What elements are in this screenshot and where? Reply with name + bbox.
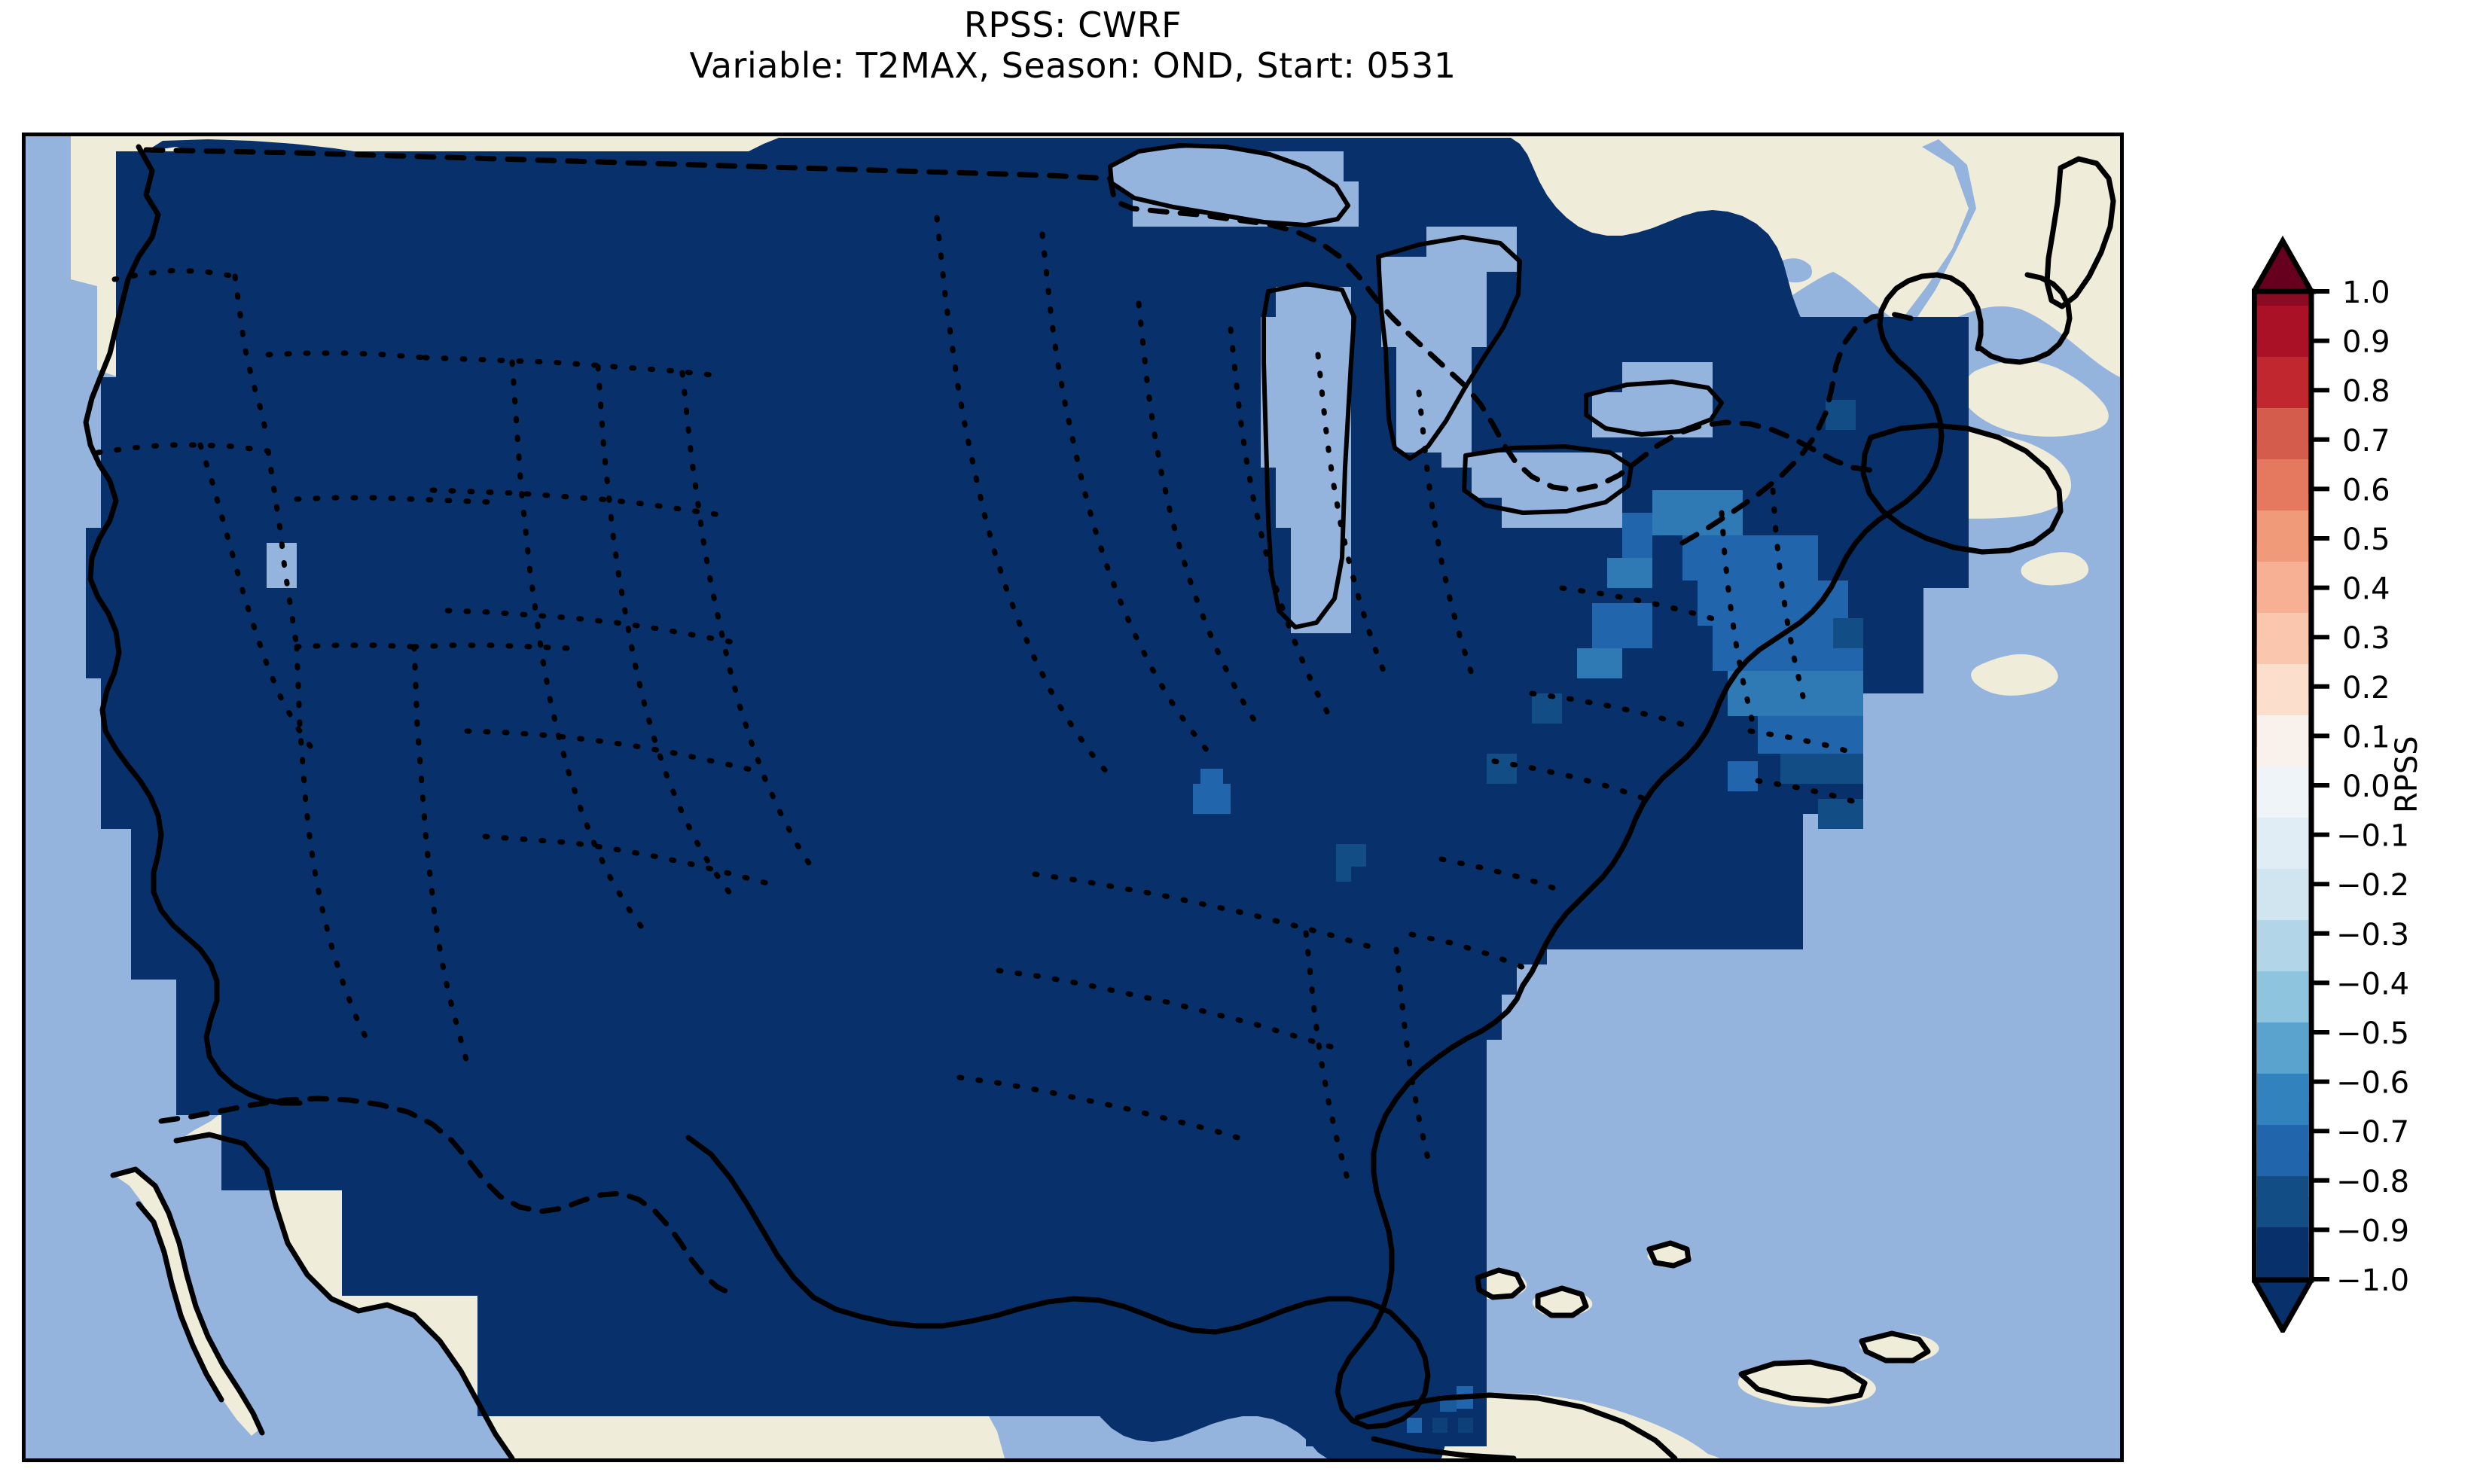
international-borders xyxy=(143,147,1914,1297)
cbar-tick-label: −0.1 xyxy=(2336,819,2409,854)
coastlines xyxy=(83,144,2116,1458)
figure-title: RPSS: CWRF Variable: T2MAX, Season: OND,… xyxy=(0,5,2146,86)
colorbar-band-06 xyxy=(2257,408,2308,459)
colorbar-band-08 xyxy=(2257,306,2308,357)
anomaly-cells-northeast xyxy=(1607,400,1863,829)
baja-inner-gulf xyxy=(139,1205,220,1401)
colorbar-band-09 xyxy=(2257,291,2308,306)
cbar-tick-label: 0.5 xyxy=(2342,523,2390,557)
colorbar-band-minus-05 xyxy=(2257,971,2308,1022)
colorbar-band-minus-09 xyxy=(2257,1176,2308,1227)
cbar-tick-label: −0.6 xyxy=(2336,1066,2409,1101)
colorbar-band-02 xyxy=(2257,613,2308,664)
colorbar-band-minus-04 xyxy=(2257,920,2308,971)
colorbar-band-minus-02 xyxy=(2257,818,2308,869)
cbar-tick-label: 0.1 xyxy=(2342,720,2390,754)
cbar-tick-label: −0.3 xyxy=(2336,918,2409,952)
colorbar-tick-labels: 1.0 0.9 0.8 0.7 0.6 0.5 0.4 0.3 0.2 0.1 … xyxy=(2336,276,2409,1298)
colorbar-band-03 xyxy=(2257,562,2308,613)
colorbar-axis-label: RPSS xyxy=(2390,736,2424,813)
great-lakes-coastline xyxy=(1108,143,1724,629)
cbar-tick-label: 0.8 xyxy=(2342,374,2390,409)
cbar-tick-label: 0.0 xyxy=(2342,769,2390,804)
cbar-tick-label: −0.7 xyxy=(2336,1115,2409,1150)
colorbar-band-minus-08 xyxy=(2257,1125,2308,1176)
cbar-tick-label: 1.0 xyxy=(2342,276,2390,310)
cbar-tick-label: 0.4 xyxy=(2342,572,2390,607)
cbar-tick-label: 0.9 xyxy=(2342,325,2390,360)
colorbar-band-minus-1 xyxy=(2257,1227,2308,1280)
colorbar-band-05 xyxy=(2257,459,2308,510)
cbar-tick-label: −0.9 xyxy=(2336,1214,2409,1248)
colorbar-band-minus-01 xyxy=(2257,766,2308,818)
cbar-tick-label: 0.6 xyxy=(2342,473,2390,507)
colorbar-band-minus-03 xyxy=(2257,869,2308,920)
cbar-tick-label: −0.5 xyxy=(2336,1016,2409,1051)
map-panel[interactable] xyxy=(22,133,2124,1462)
map-canvas xyxy=(26,136,2120,1458)
colorbar-canvas: 1.0 0.9 0.8 0.7 0.6 0.5 0.4 0.3 0.2 0.1 … xyxy=(2252,235,2409,1333)
title-line-2: Variable: T2MAX, Season: OND, Start: 053… xyxy=(689,45,1457,86)
rpss-data-field xyxy=(86,138,1969,1458)
anomaly-cells-mid-atlantic xyxy=(1487,603,1652,784)
conus-pixel-blocks xyxy=(86,151,1969,1446)
cbar-tick-label: 0.2 xyxy=(2342,671,2390,705)
colorbar-band-01 xyxy=(2257,664,2308,715)
cbar-tick-label: −0.8 xyxy=(2336,1165,2409,1199)
colorbar[interactable]: 1.0 0.9 0.8 0.7 0.6 0.5 0.4 0.3 0.2 0.1 … xyxy=(2252,226,2474,1333)
state-borders xyxy=(95,215,1863,1184)
colorbar-band-minus-07 xyxy=(2257,1074,2308,1125)
colorbar-band-07 xyxy=(2257,357,2308,408)
colorbar-ticks xyxy=(2311,289,2329,1281)
colorbar-band-0 xyxy=(2257,715,2308,766)
cbar-tick-label: −1.0 xyxy=(2336,1263,2409,1298)
colorbar-extend-bottom xyxy=(2252,1277,2317,1333)
anomaly-cells-ohio-valley xyxy=(1193,769,1366,882)
cbar-tick-label: −0.2 xyxy=(2336,868,2409,903)
cbar-tick-label: −0.4 xyxy=(2336,967,2409,1001)
cbar-tick-label: 0.3 xyxy=(2342,621,2390,656)
cbar-tick-label: 0.7 xyxy=(2342,424,2390,459)
title-line-1: RPSS: CWRF xyxy=(963,5,1182,45)
colorbar-band-minus-06 xyxy=(2257,1022,2308,1074)
colorbar-band-04 xyxy=(2257,510,2308,562)
colorbar-extend-top xyxy=(2252,235,2317,294)
great-salt-lake xyxy=(267,543,297,588)
